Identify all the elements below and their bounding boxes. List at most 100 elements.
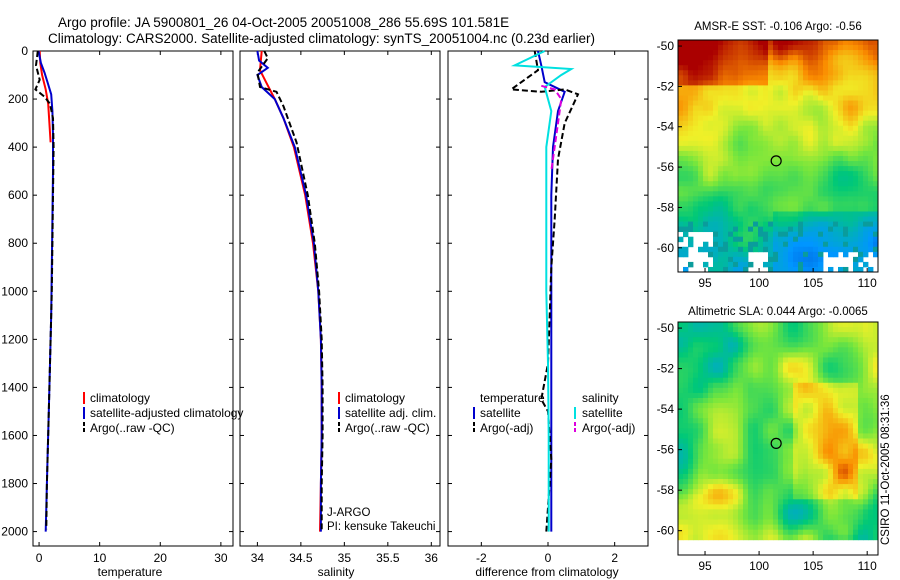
map-cell <box>788 367 794 374</box>
map-cell <box>798 428 804 434</box>
map-cell <box>738 428 744 434</box>
map-cell <box>683 135 689 142</box>
map-cell <box>778 408 784 414</box>
map-cell <box>723 519 729 526</box>
map-cell <box>713 387 719 394</box>
map-cell <box>718 479 724 485</box>
map-cell <box>813 408 819 414</box>
map-cell <box>678 125 684 132</box>
map-cell <box>718 150 724 157</box>
map-cell <box>873 206 879 212</box>
map-cell <box>788 186 794 192</box>
map-cell <box>678 196 684 202</box>
map-cell <box>793 246 799 253</box>
map-cell <box>823 120 829 127</box>
map-cell <box>873 211 879 217</box>
map-cell <box>688 100 694 106</box>
map-cell <box>743 352 749 358</box>
x-tick-label: 0 <box>545 551 552 565</box>
map-cell <box>828 347 834 353</box>
map-cell <box>723 534 729 541</box>
map-cell <box>778 266 784 273</box>
map-cell <box>818 529 824 536</box>
map-cell <box>783 362 789 368</box>
map-cell <box>873 352 879 358</box>
map-cell <box>863 413 869 419</box>
map-cell <box>818 408 824 414</box>
map-cell <box>718 519 724 526</box>
map-cell <box>693 443 699 450</box>
map-cell <box>873 484 879 490</box>
map-cell <box>803 337 809 343</box>
map-cell <box>793 489 799 495</box>
map-cell <box>873 55 879 61</box>
map-cell <box>828 140 834 147</box>
map-cell <box>873 241 879 248</box>
map-cell <box>868 196 874 202</box>
map-cell <box>848 176 854 182</box>
map-cell <box>823 453 829 460</box>
map-cell <box>793 191 799 197</box>
map-cell <box>698 50 704 56</box>
x-tick-label: 10 <box>93 551 107 565</box>
map-cell <box>708 40 714 46</box>
map-cell <box>803 327 809 333</box>
map-cell <box>863 85 869 91</box>
map-cell <box>718 105 724 112</box>
map-cell <box>693 150 699 157</box>
map-cell <box>713 211 719 217</box>
map-cell <box>718 438 724 444</box>
map-cell <box>773 433 779 439</box>
map-cell <box>783 100 789 106</box>
map-cell <box>873 45 879 51</box>
map-cell <box>768 60 774 66</box>
map-cell <box>688 484 694 490</box>
map-cell <box>788 206 794 212</box>
map-cell <box>733 90 739 96</box>
map-cell <box>683 473 689 480</box>
map-cell <box>708 524 714 531</box>
map-cell <box>743 221 749 228</box>
map-cell <box>703 145 709 152</box>
map-cell <box>723 206 729 212</box>
map-cell <box>823 181 829 187</box>
map-cell <box>753 55 759 61</box>
map-cell <box>713 458 719 465</box>
map-cell <box>863 443 869 450</box>
map-cell <box>733 191 739 197</box>
map-cell <box>868 499 874 505</box>
map-cell <box>718 514 724 520</box>
map-cell <box>733 463 739 470</box>
map-cell <box>843 236 849 243</box>
map-cell <box>788 322 794 328</box>
map-cell <box>783 241 789 248</box>
map-cell <box>853 196 859 202</box>
map-cell <box>843 433 849 439</box>
map-cell <box>768 186 774 192</box>
y-tick-label: 1800 <box>1 477 28 491</box>
map-cell <box>783 256 789 263</box>
map-cell <box>783 216 789 222</box>
map-cell <box>743 458 749 465</box>
map-cell <box>858 105 864 112</box>
map-cell <box>723 418 729 424</box>
map-cell <box>818 352 824 358</box>
map-cell <box>723 342 729 348</box>
map-cell <box>843 352 849 358</box>
map-cell <box>803 433 809 439</box>
map-cell <box>688 524 694 531</box>
map-cell <box>753 40 759 46</box>
map-cell <box>693 110 699 117</box>
map-cell <box>848 392 854 399</box>
map-cell <box>843 65 849 71</box>
map-cell <box>713 45 719 51</box>
map-cell <box>678 166 684 172</box>
map-cell <box>853 55 859 61</box>
map-cell <box>713 529 719 536</box>
map-cell <box>738 166 744 172</box>
map-cell <box>773 332 779 338</box>
map-cell <box>798 206 804 212</box>
map-cell <box>783 448 789 455</box>
map-cell <box>748 95 754 101</box>
map-cell <box>728 166 734 172</box>
